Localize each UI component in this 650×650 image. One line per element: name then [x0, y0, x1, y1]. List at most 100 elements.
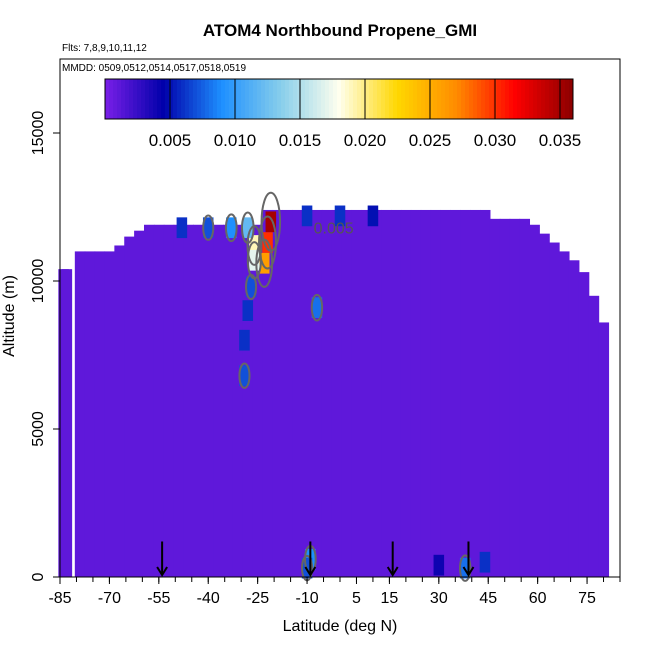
field-column [262, 209, 274, 577]
colorbar-segment [401, 79, 406, 119]
x-tick-label: 30 [430, 590, 448, 607]
field-column [549, 242, 560, 577]
colorbar-segment [185, 79, 190, 119]
colorbar-segment [253, 79, 258, 119]
hotspot-cell [239, 365, 250, 387]
x-tick-label: -25 [246, 590, 269, 607]
colorbar-segment [465, 79, 470, 119]
colorbar-segment [505, 79, 510, 119]
field-column [321, 209, 333, 577]
profile-marker-head [156, 566, 168, 577]
colorbar-segment [325, 79, 330, 119]
hotspot-cell [239, 329, 250, 351]
colorbar-tick-label: 0.030 [474, 131, 517, 150]
field-column [312, 209, 323, 577]
field-column [568, 260, 580, 577]
x-axis-label: Latitude (deg N) [283, 618, 398, 635]
field-column [420, 209, 432, 577]
field-column [400, 209, 412, 577]
field-column [430, 209, 442, 577]
hotspot-cell [265, 211, 277, 233]
colorbar-segment [341, 79, 346, 119]
colorbar-segment [369, 79, 374, 119]
colorbar-segment [349, 79, 354, 119]
hotspot-cell [242, 300, 254, 321]
colorbar-segment [161, 79, 166, 119]
colorbar-segment [473, 79, 478, 119]
hotspot-cell [202, 217, 214, 239]
colorbar-segment [429, 79, 434, 119]
colorbar-segment [373, 79, 378, 119]
colorbar-tick-label: 0.025 [409, 131, 452, 150]
colorbar-segment [377, 79, 382, 119]
colorbar-segment [261, 79, 266, 119]
x-tick-label: 60 [529, 590, 547, 607]
colorbar-segment [353, 79, 358, 119]
colorbar-segment [153, 79, 158, 119]
colorbar-segment [437, 79, 442, 119]
field-column [61, 269, 73, 577]
colorbar-segment [397, 79, 402, 119]
colorbar-segment [537, 79, 542, 119]
colorbar-segment [305, 79, 310, 119]
colorbar-segment [417, 79, 422, 119]
y-tick-label: 0 [30, 572, 47, 581]
colorbar-tick-label: 0.015 [279, 131, 322, 150]
colorbar-segment [541, 79, 546, 119]
profile-markers [156, 541, 475, 577]
field-column [450, 209, 461, 577]
field-column [381, 209, 392, 577]
hotspot-cell [334, 205, 346, 227]
field-column [193, 224, 204, 577]
colorbar-segment [189, 79, 194, 119]
colorbar-segment [149, 79, 154, 119]
colorbar-segment [393, 79, 398, 119]
colorbar-segment [533, 79, 538, 119]
colorbar-segment [289, 79, 294, 119]
colorbar-segment [205, 79, 210, 119]
field-column [391, 209, 402, 577]
colorbar-segment [169, 79, 174, 119]
colorbar-segment [569, 79, 574, 119]
field-column [410, 209, 422, 577]
colorbar-segment [345, 79, 350, 119]
field-column [74, 251, 86, 577]
colorbar-segment [553, 79, 558, 119]
colorbar-segment [117, 79, 122, 119]
colorbar-segment [229, 79, 234, 119]
colorbar-segment [293, 79, 298, 119]
hotspot-cell [249, 235, 260, 256]
field-column [529, 224, 540, 577]
colorbar-segment [529, 79, 534, 119]
field-column [153, 224, 165, 577]
contour-line [224, 213, 238, 243]
x-tick-label: 15 [381, 590, 399, 607]
y-tick-label: 10000 [30, 259, 47, 304]
y-axis-label: Altitude (m) [1, 275, 18, 357]
field-column [223, 224, 234, 577]
colorbar-segment [237, 79, 242, 119]
colorbar-segment [409, 79, 414, 119]
field-column [292, 209, 303, 577]
colorbar-segment [357, 79, 362, 119]
colorbar-segment [113, 79, 118, 119]
contour-line [202, 214, 215, 241]
field-column [480, 209, 491, 577]
colorbar-segment [277, 79, 282, 119]
profile-marker-head [462, 566, 475, 577]
colorbar-segment [565, 79, 570, 119]
field-column [144, 224, 155, 577]
colorbar-segment [297, 79, 302, 119]
hotspot-cell [301, 205, 313, 227]
colorbar-segment [225, 79, 230, 119]
field-column [351, 209, 363, 577]
colorbar-segment [525, 79, 530, 119]
contour-line [260, 191, 282, 252]
hotspot-cell [479, 551, 491, 573]
contour-line [458, 554, 472, 582]
colorbar-segment [413, 79, 418, 119]
colorbar-segment [145, 79, 150, 119]
colorbar-segment [501, 79, 506, 119]
colorbar-segment [457, 79, 462, 119]
